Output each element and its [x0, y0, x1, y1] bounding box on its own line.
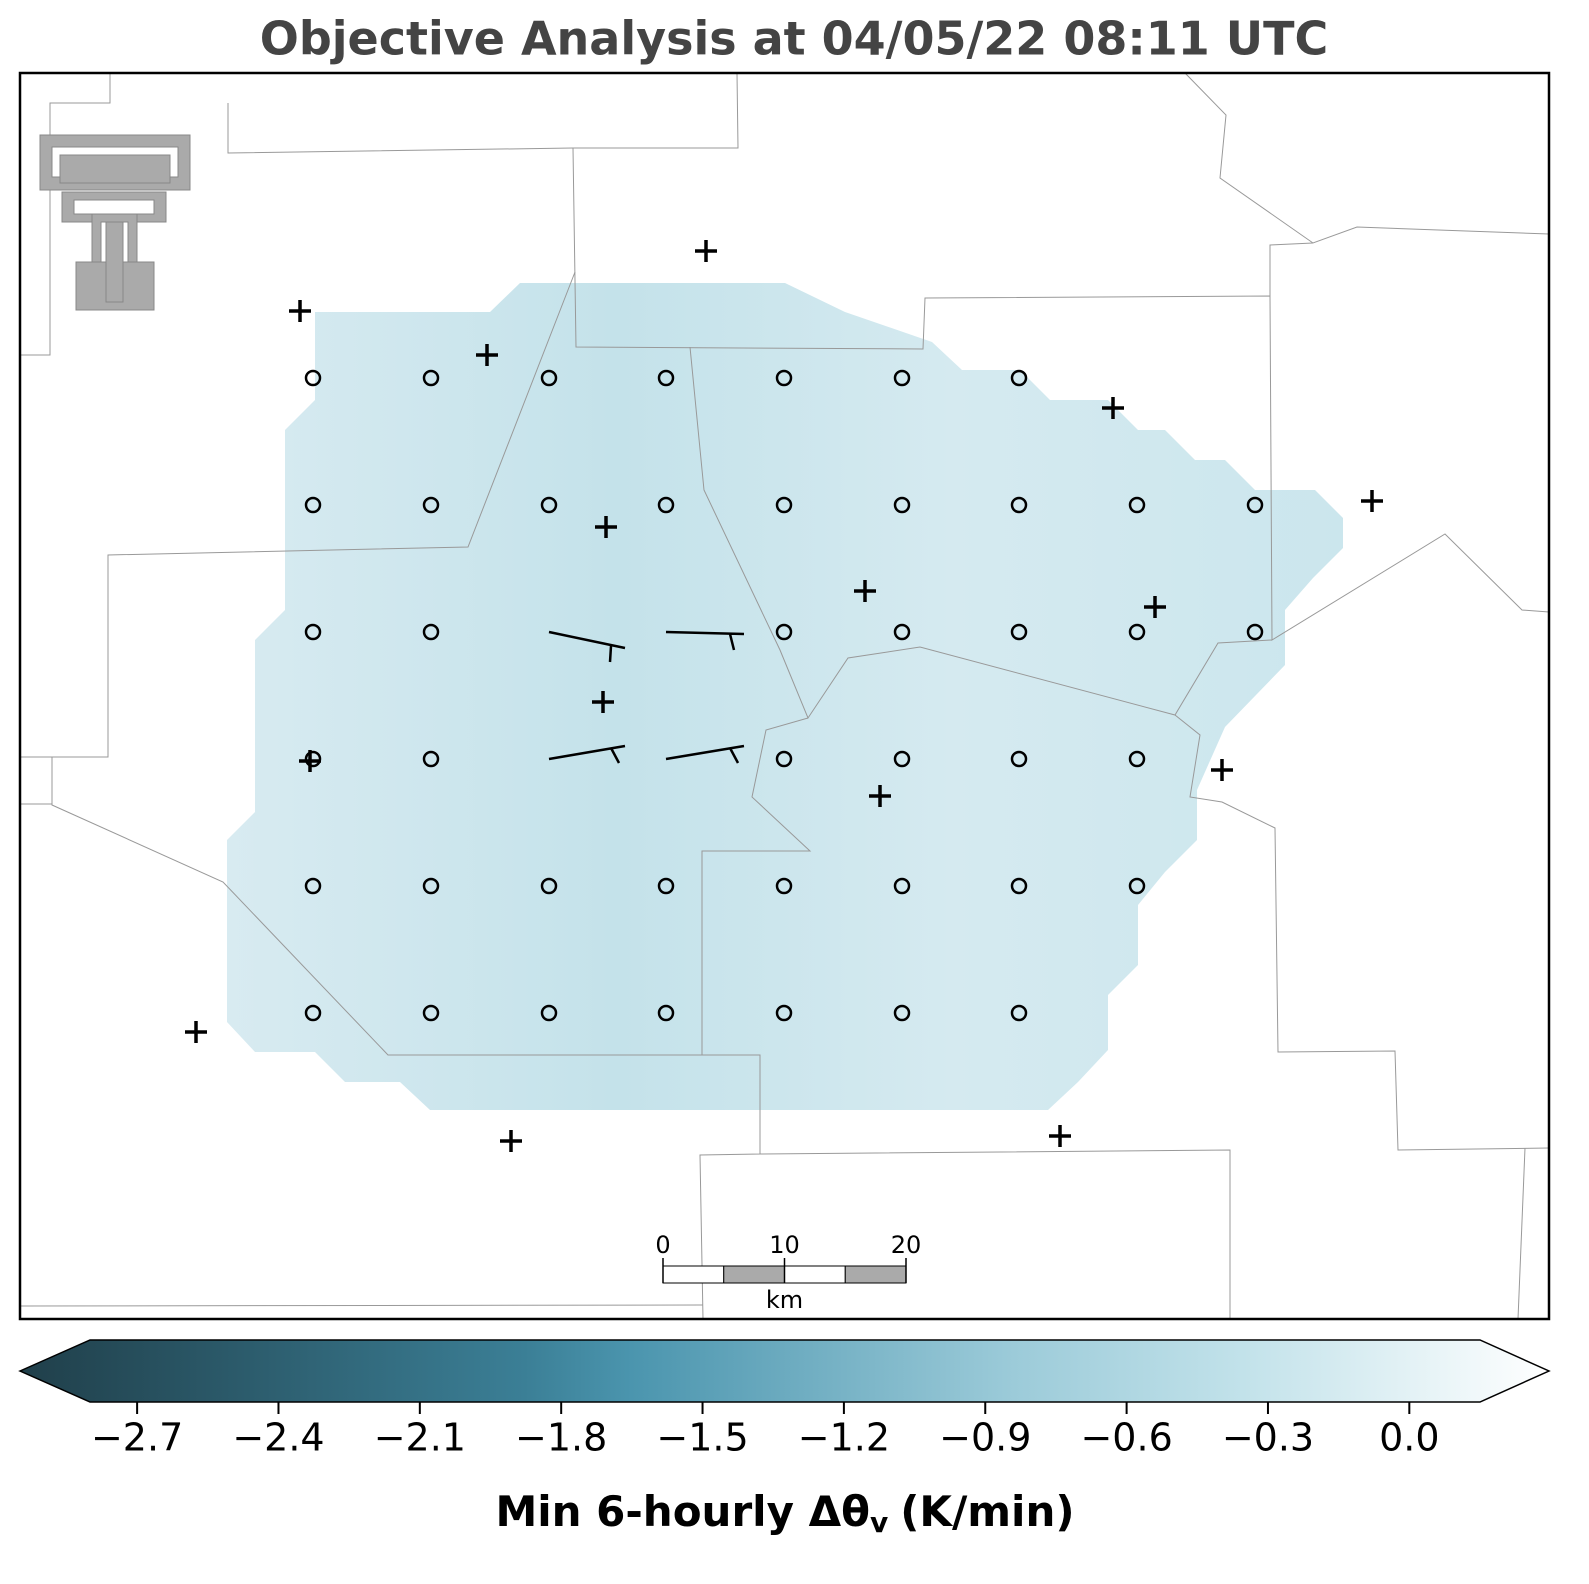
grid-point — [304, 623, 322, 641]
scale-tick-label: 20 — [891, 1231, 922, 1259]
grid-point — [1128, 750, 1146, 768]
chart-title: Objective Analysis at 04/05/22 08:11 UTC — [260, 12, 1329, 66]
colorbar-label-text: Min 6-hourly Δθ — [495, 1487, 870, 1536]
scale-unit: km — [766, 1286, 803, 1314]
station — [299, 750, 321, 772]
grid-point — [775, 496, 793, 514]
map: 0 10 20 km — [18, 71, 1551, 1321]
grid-point — [775, 369, 793, 387]
colorbar-tick-label: −1.2 — [798, 1416, 890, 1460]
grid-point — [1246, 496, 1264, 514]
station — [185, 1021, 207, 1043]
scale-tick-label: 0 — [655, 1231, 670, 1259]
grid-point — [775, 750, 793, 768]
colorbar-tick-label: 0.0 — [1379, 1416, 1439, 1460]
observation-sites — [185, 240, 1383, 1152]
station — [869, 785, 891, 807]
logo — [39, 134, 191, 311]
grid-point — [1010, 877, 1028, 895]
colorbar: −2.7 −2.4 −2.1 −1.8 −1.5 −1.2 −0.9 −0.6 −0.3 0.0 — [18, 1339, 1551, 1460]
station — [289, 300, 311, 322]
colorbar-tick-label: −1.8 — [515, 1416, 607, 1460]
grid-point — [1010, 623, 1028, 641]
station — [1361, 490, 1383, 512]
grid-point — [304, 750, 322, 768]
colorbar-label-subscript: v — [870, 1506, 888, 1539]
station — [500, 1130, 522, 1152]
station — [1049, 1125, 1071, 1147]
grid-point — [1128, 623, 1146, 641]
station — [854, 580, 876, 602]
colorbar-label-unit: (K/min) — [900, 1487, 1074, 1536]
scale-segment — [662, 1265, 725, 1284]
boundaries — [19, 72, 1550, 1320]
scale-segment — [844, 1265, 907, 1284]
grid-point — [1246, 623, 1264, 641]
grid-point — [422, 496, 440, 514]
scale-tick-label: 10 — [769, 1231, 800, 1259]
grid-point — [1010, 496, 1028, 514]
grid-point — [540, 877, 558, 895]
grid-point — [1010, 750, 1028, 768]
grid-point — [893, 750, 911, 768]
station — [592, 691, 614, 713]
grid-point — [657, 496, 675, 514]
grid-point — [1010, 369, 1028, 387]
colorbar-tick-label: −2.1 — [374, 1416, 466, 1460]
grid-point — [540, 369, 558, 387]
grid-point — [893, 1004, 911, 1022]
station — [1144, 596, 1166, 618]
analysis-field — [227, 283, 1343, 1110]
grid-point — [304, 496, 322, 514]
station — [1102, 397, 1124, 419]
grid-point — [1128, 496, 1146, 514]
grid-point — [893, 496, 911, 514]
grid-point — [422, 623, 440, 641]
grid-point — [657, 877, 675, 895]
grid-point — [1128, 877, 1146, 895]
colorbar-tick-label: −2.7 — [91, 1416, 183, 1460]
grid-point — [422, 750, 440, 768]
grid-point — [304, 877, 322, 895]
map-frame — [18, 71, 1551, 1321]
station — [476, 344, 498, 366]
colorbar-tick-label: −1.5 — [656, 1416, 748, 1460]
grid-point — [657, 1004, 675, 1022]
grid-point — [540, 496, 558, 514]
station — [1211, 759, 1233, 781]
grid-point — [893, 623, 911, 641]
colorbar-tick-label: −0.6 — [1080, 1416, 1172, 1460]
grid-point — [422, 369, 440, 387]
station — [695, 240, 717, 262]
grid-point — [775, 877, 793, 895]
scale-segment — [723, 1265, 785, 1284]
grid-point — [657, 369, 675, 387]
colorbar-tick-label: −2.4 — [232, 1416, 324, 1460]
grid-point — [893, 369, 911, 387]
grid-point — [775, 1004, 793, 1022]
colorbar-tick-label: −0.3 — [1222, 1416, 1314, 1460]
grid-point — [304, 369, 322, 387]
station — [595, 516, 617, 538]
grid-point — [304, 1004, 322, 1022]
colorbar-tick-label: −0.9 — [939, 1416, 1031, 1460]
grid-point — [1010, 1004, 1028, 1022]
scale-segment — [784, 1265, 846, 1284]
wind-barbs — [548, 630, 745, 764]
colorbar-body — [18, 1339, 1551, 1403]
grid-point — [775, 623, 793, 641]
grid-point — [540, 1004, 558, 1022]
grid-point — [893, 877, 911, 895]
grid-point — [422, 877, 440, 895]
grid-point — [422, 1004, 440, 1022]
colorbar-label: Min 6-hourly Δθv (K/min) — [495, 1487, 1074, 1540]
scale-bar: 0 10 20 km — [655, 1231, 921, 1314]
